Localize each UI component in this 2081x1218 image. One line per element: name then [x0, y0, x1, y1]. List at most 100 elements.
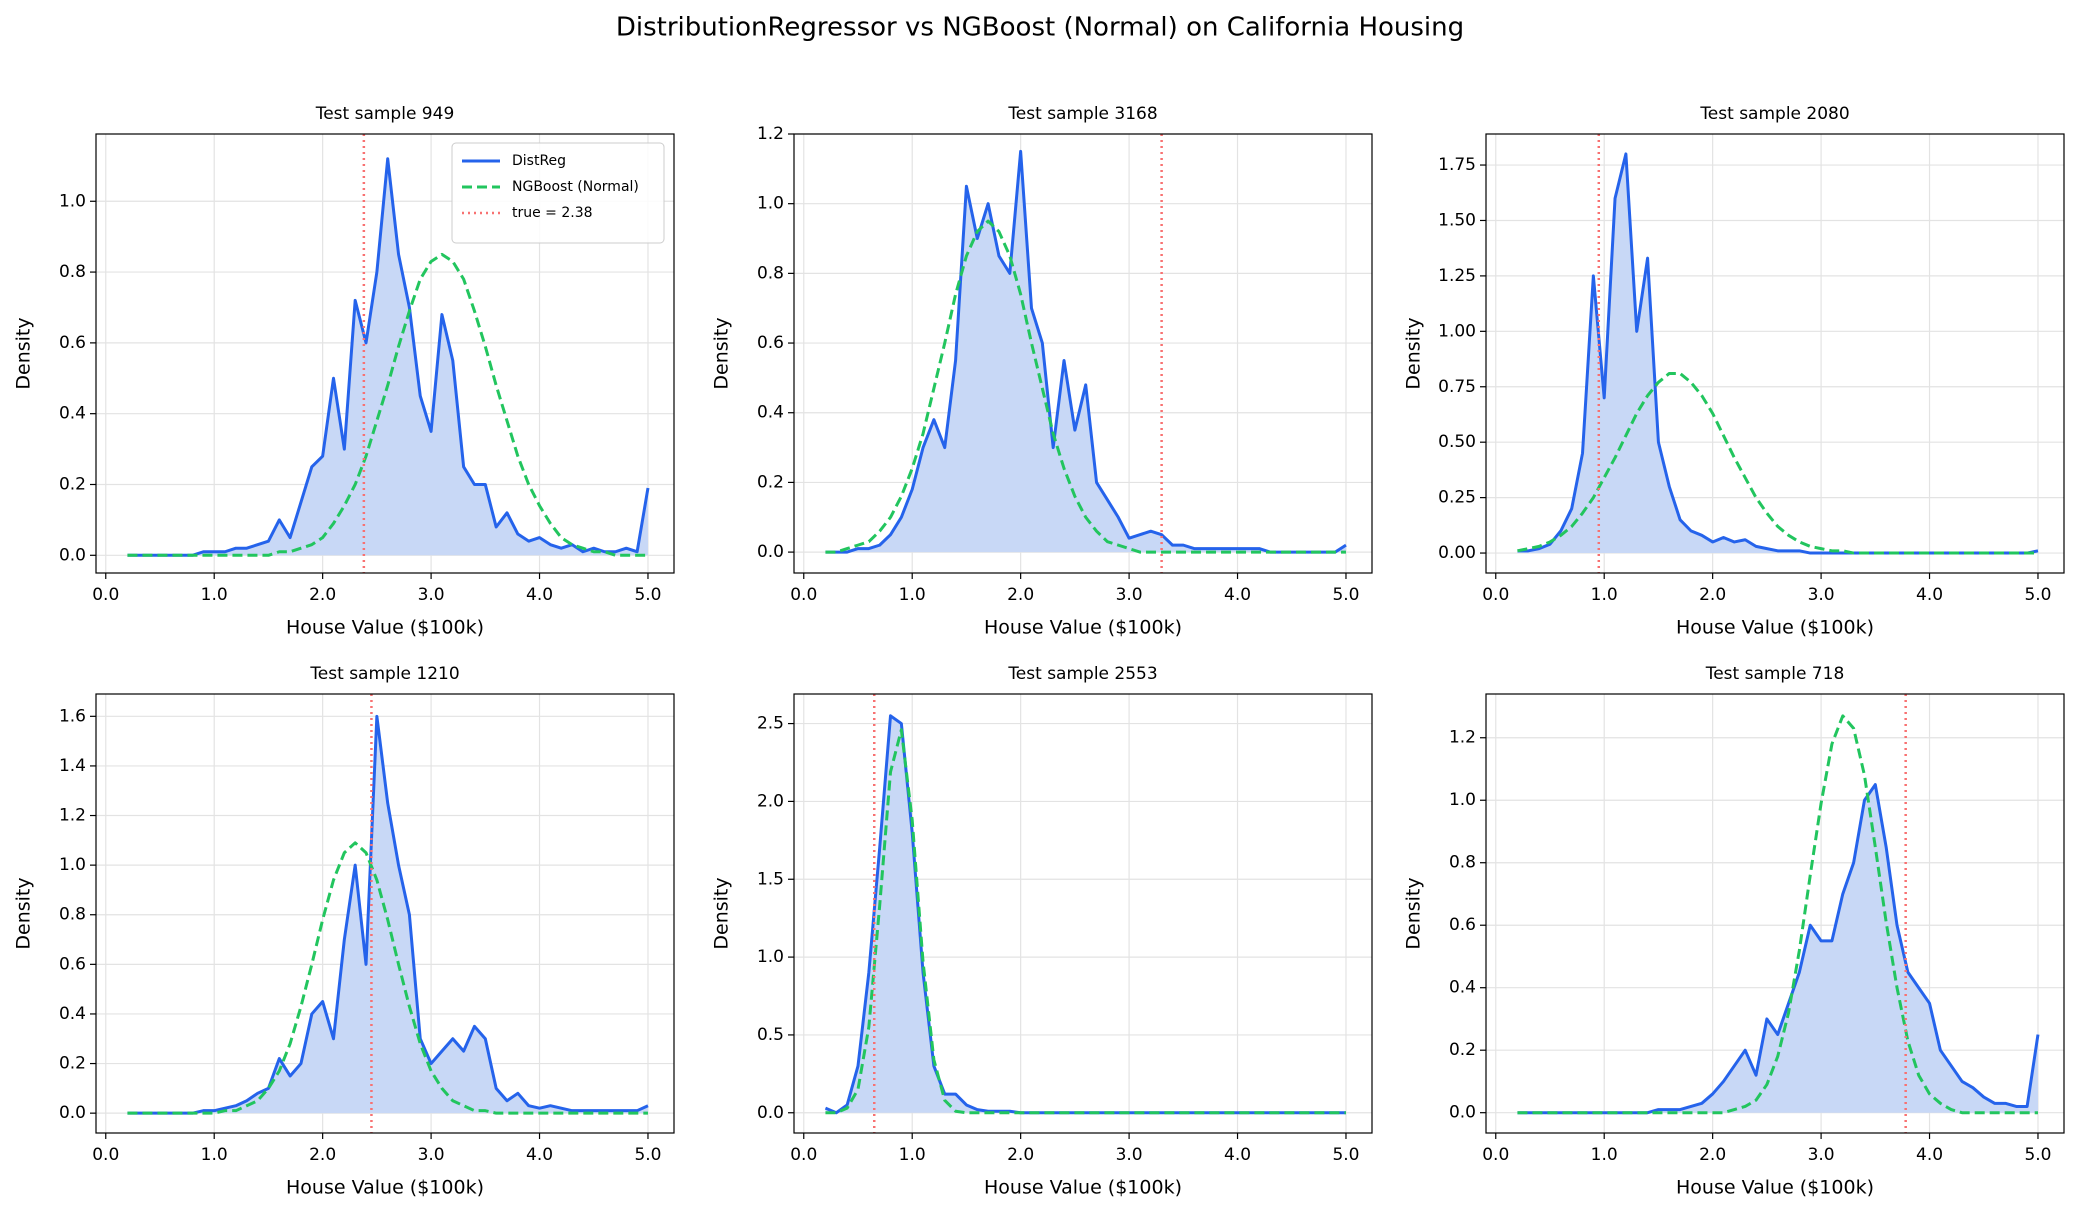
- density-line: [825, 149, 1347, 554]
- y-tick-label: 0.6: [59, 333, 86, 353]
- y-tick-label: 1.4: [59, 756, 86, 776]
- y-tick-label: 0.4: [59, 1004, 86, 1024]
- y-tick-label: 0.2: [59, 474, 86, 494]
- subplot-title: Test sample 1210: [309, 664, 459, 684]
- y-axis-label: Density: [711, 317, 733, 389]
- y-axis-label: Density: [711, 877, 733, 949]
- x-tick-label: 1.0: [1591, 585, 1618, 605]
- x-tick-label: 0.0: [1482, 1145, 1509, 1165]
- y-tick-label: 0.8: [1449, 853, 1476, 873]
- y-axis-label: Density: [1403, 317, 1425, 389]
- y-tick-label: 0.4: [59, 404, 86, 424]
- y-tick-label: 0.8: [59, 905, 86, 925]
- x-axis-label: House Value ($100k): [1676, 1177, 1874, 1199]
- density-line: [127, 714, 649, 1115]
- subplot-title: Test sample 949: [315, 104, 455, 124]
- axes-frame: [793, 133, 1373, 574]
- x-tick-label: 2.0: [1007, 1145, 1034, 1165]
- x-tick-label: 5.0: [1332, 1145, 1359, 1165]
- density-line: [1517, 371, 2038, 555]
- y-tick-label: 1.5: [757, 869, 784, 889]
- x-tick-label: 2.0: [309, 585, 336, 605]
- y-tick-label: 0.5: [757, 1025, 784, 1045]
- x-tick-label: 4.0: [1916, 1145, 1943, 1165]
- x-tick-label: 0.0: [92, 585, 119, 605]
- y-tick-label: 1.2: [1449, 728, 1476, 748]
- density-line: [127, 841, 648, 1115]
- x-axis-label: House Value ($100k): [286, 1177, 484, 1199]
- x-tick-label: 0.0: [92, 1145, 119, 1165]
- y-tick-label: 1.6: [59, 706, 86, 726]
- density-line: [825, 219, 1346, 554]
- y-tick-label: 1.0: [59, 855, 86, 875]
- x-tick-label: 4.0: [1224, 585, 1251, 605]
- x-tick-label: 4.0: [526, 1145, 553, 1165]
- x-tick-label: 3.0: [1808, 1145, 1835, 1165]
- y-tick-label: 1.25: [1438, 266, 1476, 286]
- x-tick-label: 1.0: [201, 585, 228, 605]
- y-tick-label: 2.0: [757, 791, 784, 811]
- subplot-title: Test sample 2080: [1699, 104, 1849, 124]
- density-area: [127, 716, 648, 1114]
- y-tick-label: 0.0: [59, 545, 86, 565]
- y-tick-label: 1.2: [59, 806, 86, 826]
- x-tick-label: 0.0: [1482, 585, 1509, 605]
- x-tick-label: 3.0: [1116, 1145, 1143, 1165]
- density-area: [825, 715, 1346, 1113]
- x-axis-label: House Value ($100k): [984, 1177, 1182, 1199]
- legend-box: [451, 142, 665, 244]
- axes-frame: [1485, 133, 2065, 574]
- y-tick-label: 1.75: [1438, 155, 1476, 175]
- y-tick-label: 1.0: [59, 191, 86, 211]
- x-tick-label: 5.0: [2024, 585, 2051, 605]
- y-tick-label: 0.00: [1438, 543, 1476, 563]
- y-tick-label: 1.0: [757, 194, 784, 214]
- x-tick-label: 5.0: [1332, 585, 1359, 605]
- x-tick-label: 3.0: [418, 585, 445, 605]
- legend-label: NGBoost (Normal): [512, 179, 639, 195]
- x-tick-label: 3.0: [1116, 585, 1143, 605]
- x-tick-label: 4.0: [526, 585, 553, 605]
- x-tick-label: 3.0: [1808, 585, 1835, 605]
- x-tick-label: 5.0: [2024, 1145, 2051, 1165]
- y-tick-label: 1.0: [757, 947, 784, 967]
- y-axis-label: Density: [1403, 877, 1425, 949]
- density-area: [825, 151, 1346, 553]
- y-tick-label: 0.50: [1438, 432, 1476, 452]
- y-tick-label: 1.0: [1449, 790, 1476, 810]
- y-tick-label: 0.6: [757, 333, 784, 353]
- x-axis-label: House Value ($100k): [1676, 617, 1874, 639]
- density-line: [127, 157, 650, 557]
- x-tick-label: 1.0: [1591, 1145, 1618, 1165]
- y-tick-label: 0.2: [1449, 1040, 1476, 1060]
- figure-title: DistributionRegressor vs NGBoost (Normal…: [616, 13, 1464, 43]
- subplot-title: Test sample 2553: [1007, 664, 1157, 684]
- density-area: [1517, 784, 2038, 1113]
- subplot-title: Test sample 3168: [1007, 104, 1157, 124]
- y-tick-label: 0.2: [757, 472, 784, 492]
- density-line: [1517, 714, 2038, 1115]
- y-tick-label: 0.2: [59, 1054, 86, 1074]
- density-line: [825, 728, 1346, 1115]
- y-axis-label: Density: [13, 317, 35, 389]
- x-tick-label: 3.0: [418, 1145, 445, 1165]
- x-tick-label: 4.0: [1916, 585, 1943, 605]
- y-tick-label: 0.6: [59, 954, 86, 974]
- x-tick-label: 0.0: [790, 585, 817, 605]
- x-tick-label: 1.0: [201, 1145, 228, 1165]
- x-tick-label: 4.0: [1224, 1145, 1251, 1165]
- y-tick-label: 0.4: [1449, 978, 1476, 998]
- x-axis-label: House Value ($100k): [984, 617, 1182, 639]
- y-tick-label: 0.8: [59, 262, 86, 282]
- y-tick-label: 0.0: [1449, 1103, 1476, 1123]
- axes-frame: [95, 693, 675, 1134]
- x-tick-label: 1.0: [899, 1145, 926, 1165]
- legend-label: true = 2.38: [512, 205, 593, 221]
- y-tick-label: 1.50: [1438, 210, 1476, 230]
- density-area: [1517, 153, 2038, 554]
- axes-frame: [1485, 693, 2065, 1134]
- density-line: [1517, 783, 2040, 1115]
- y-tick-label: 0.25: [1438, 488, 1476, 508]
- y-tick-label: 0.0: [757, 542, 784, 562]
